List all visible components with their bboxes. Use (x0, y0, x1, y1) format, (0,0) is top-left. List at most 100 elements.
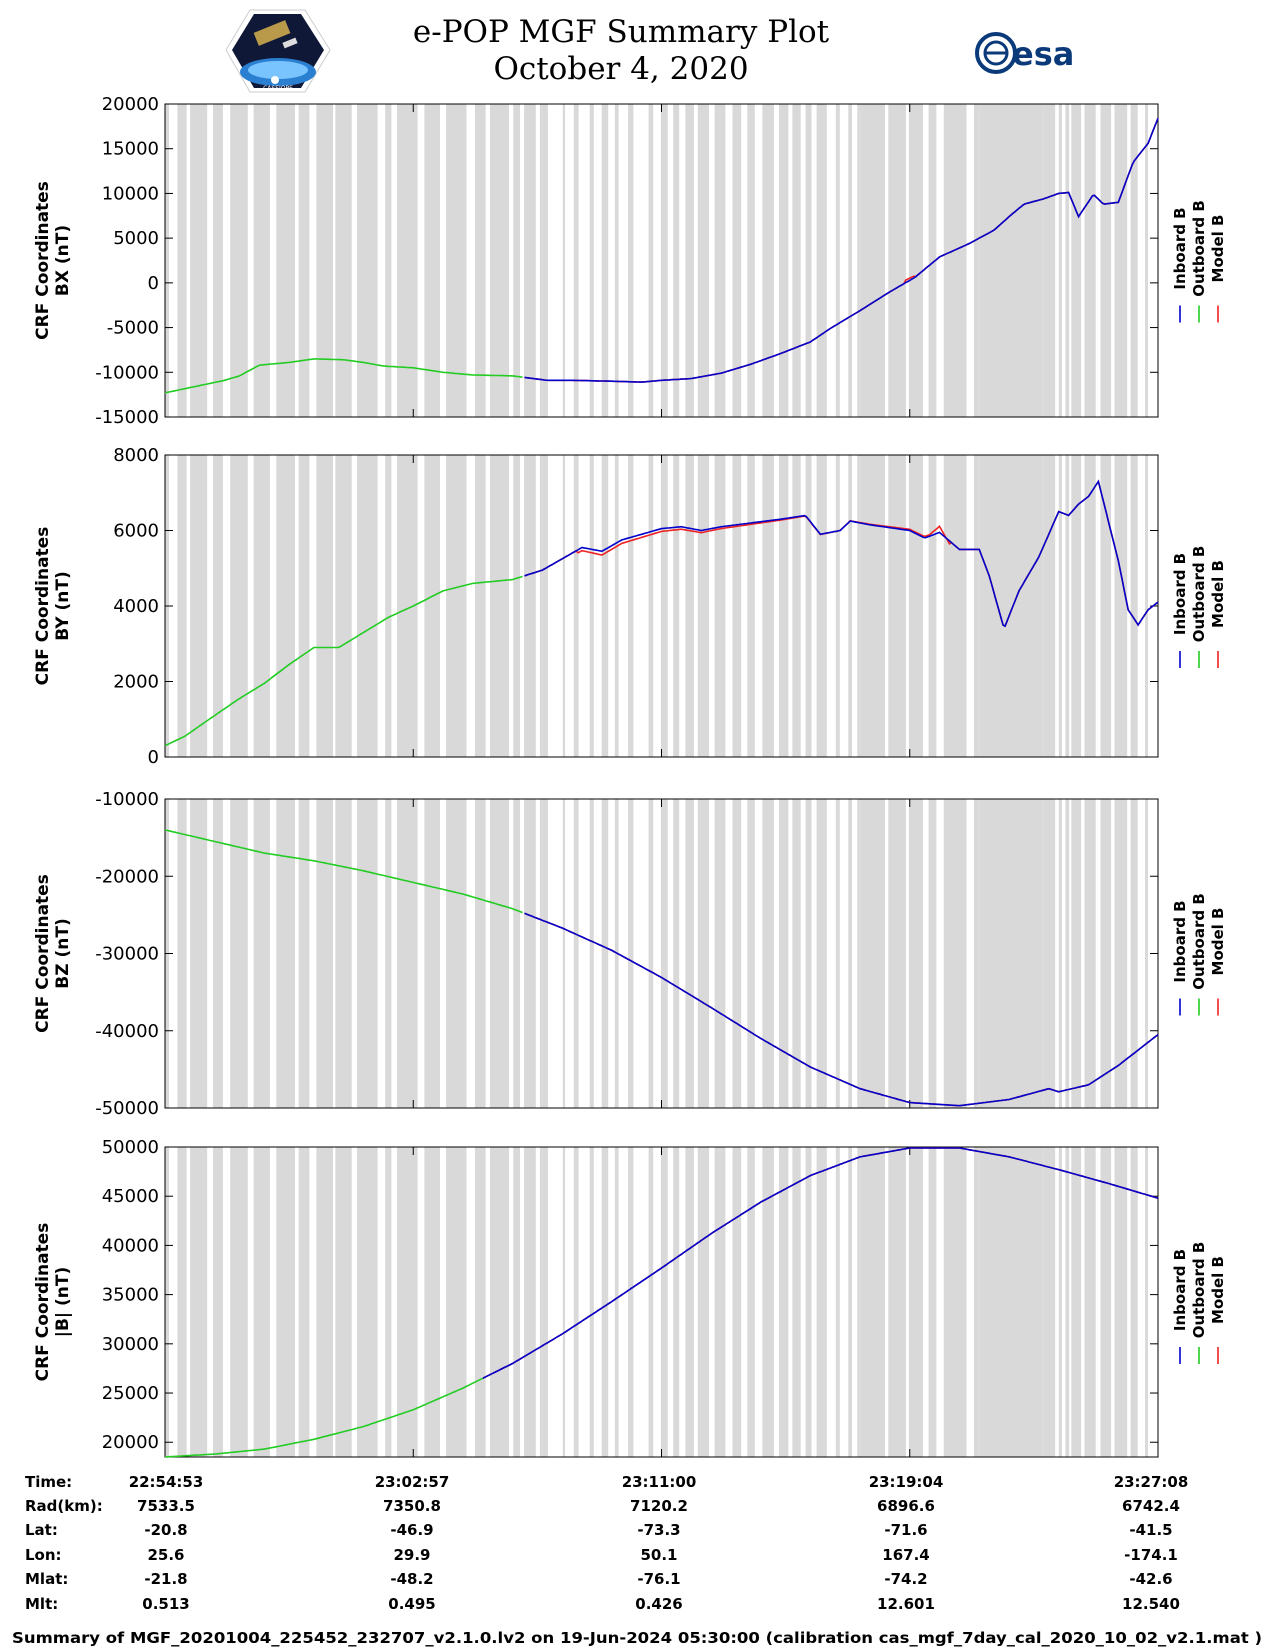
shade-band (614, 1147, 619, 1457)
info-mlt-4: 12.601 (877, 1595, 935, 1613)
y-tick-label: -10000 (95, 362, 159, 383)
shade-band (489, 455, 509, 757)
shade-band (177, 455, 187, 757)
orbit-info-table: Time: Rad(km): Lat: Lon: Mlat: Mlt: 22:5… (25, 1473, 1188, 1613)
y-tick-label: 20000 (102, 94, 159, 115)
shade-band (697, 1147, 709, 1457)
panel-3: -10000 -20000 -30000 -40000 -50000 CRF Coordi… (33, 789, 1227, 1119)
shade-band (714, 799, 726, 1108)
y-tick-label: 45000 (102, 1186, 159, 1207)
shade-band (1114, 1147, 1128, 1457)
shade-band (1100, 799, 1112, 1108)
shade-band (888, 799, 906, 1108)
footer-summary: Summary of MGF_20201004_225452_232707_v2… (12, 1629, 1262, 1647)
shade-band (601, 104, 609, 417)
cassiope-logo-text: CASSIOPE (263, 85, 293, 92)
shade-band (1065, 104, 1070, 417)
shade-band (848, 1147, 852, 1457)
shade-band (628, 455, 634, 757)
plot-panels: 20000150001000050000-5000-10000-15000CRF… (33, 94, 1227, 1458)
shade-band (973, 455, 980, 757)
y-axis-label-line-1: CRF Coordinates (33, 527, 53, 686)
info-lat-4: -71.6 (884, 1521, 927, 1539)
info-column-5: 23:27:08 6742.4 -41.5 -174.1 -42.6 12.54… (1114, 1473, 1189, 1613)
coverage-shading (165, 1147, 1148, 1457)
info-mlat-3: -76.1 (637, 1570, 680, 1588)
info-label-rad: Rad(km): (25, 1497, 103, 1515)
shade-band (660, 455, 662, 757)
shade-band (1058, 455, 1062, 757)
legend-label-2: Outboard B (1190, 546, 1208, 643)
legend: Inboard B Outboard B Model B (1171, 546, 1227, 668)
y-tick-label: 30000 (102, 1334, 159, 1355)
shade-band (714, 455, 726, 757)
shade-band (1145, 104, 1148, 417)
shade-band (928, 455, 937, 757)
y-axis-label-line-2: |B| (nT) (53, 1267, 73, 1338)
shade-band (424, 104, 440, 417)
shade-band (860, 799, 885, 1108)
shade-band (888, 455, 906, 757)
info-mlat-2: -48.2 (390, 1570, 433, 1588)
shade-band (489, 799, 509, 1108)
info-time-4: 23:19:04 (869, 1473, 944, 1491)
shade-band (573, 104, 579, 417)
shade-band (446, 455, 467, 757)
shade-band (857, 799, 861, 1108)
shade-band (1058, 799, 1062, 1108)
shade-band (601, 799, 609, 1108)
shade-band (648, 104, 654, 417)
shade-band (1058, 104, 1062, 417)
shade-band (943, 1147, 967, 1457)
shade-band (357, 104, 378, 417)
panel-2: 8000 6000 4000 2000 0 CRF Coordinates BY (nT) I… (33, 445, 1227, 768)
shade-band (1043, 455, 1056, 757)
shade-band (230, 455, 248, 757)
info-lat-5: -41.5 (1129, 1521, 1172, 1539)
shade-band (1084, 104, 1096, 417)
info-mlt-2: 0.495 (388, 1595, 435, 1613)
shade-band (562, 799, 566, 1108)
info-rad-3: 7120.2 (630, 1497, 688, 1515)
shade-band (357, 455, 378, 757)
info-rad-1: 7533.5 (137, 1497, 195, 1515)
esa-logo-text: esa (1012, 35, 1074, 73)
shade-band (835, 455, 840, 757)
info-time-1: 22:54:53 (129, 1473, 204, 1491)
y-tick-label: -5000 (107, 318, 159, 339)
shade-band (513, 1147, 520, 1457)
shade-band (165, 1147, 169, 1457)
shade-band (562, 104, 566, 417)
shade-band (524, 1147, 536, 1457)
legend-text: Model B (1209, 215, 1227, 283)
shade-band (661, 1147, 668, 1457)
shade-band (747, 1147, 755, 1457)
shade-band (424, 455, 440, 757)
y-tick-label: 8000 (113, 445, 159, 466)
y-tick-label: 5000 (113, 228, 159, 249)
shade-band (213, 104, 223, 417)
shade-band (276, 799, 295, 1108)
shade-band (628, 104, 634, 417)
shade-band (973, 104, 980, 417)
legend: Inboard B Outboard B Model B (1171, 200, 1227, 323)
shade-band (357, 799, 378, 1108)
shade-band (573, 455, 579, 757)
shade-band (908, 799, 923, 1108)
shade-band (732, 104, 742, 417)
shade-band (489, 1147, 509, 1457)
cassiope-logo: CASSIOPE (225, 9, 331, 93)
shade-band (1043, 104, 1056, 417)
legend-text: Model B (1209, 908, 1227, 976)
legend-label-3: Model B (1209, 215, 1227, 283)
shade-band (848, 104, 852, 417)
shade-band (1084, 1147, 1096, 1457)
shade-band (1071, 104, 1082, 417)
shade-band (513, 455, 520, 757)
shade-band (660, 799, 662, 1108)
shade-band (1114, 104, 1128, 417)
shade-band (335, 1147, 352, 1457)
shade-band (860, 455, 885, 757)
y-tick-label: 10000 (102, 183, 159, 204)
shade-band (979, 799, 1044, 1108)
